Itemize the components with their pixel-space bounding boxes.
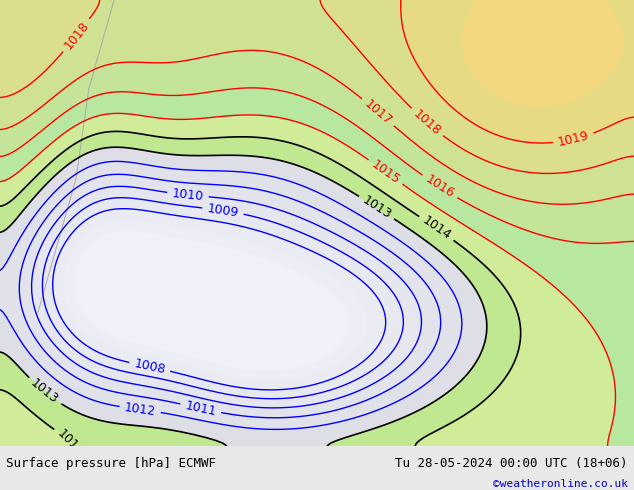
Text: 1016: 1016: [423, 173, 456, 201]
Text: 1012: 1012: [124, 401, 157, 418]
Text: 1018: 1018: [61, 19, 91, 52]
Text: 1018: 1018: [411, 107, 443, 138]
Text: 1010: 1010: [172, 187, 204, 203]
Text: 1014: 1014: [420, 214, 453, 243]
Text: 1008: 1008: [133, 357, 167, 376]
Text: 1017: 1017: [361, 97, 394, 127]
Text: 1019: 1019: [557, 129, 590, 149]
Text: 1014: 1014: [55, 427, 86, 459]
Text: 1013: 1013: [29, 377, 61, 407]
Polygon shape: [0, 0, 634, 446]
Text: Tu 28-05-2024 00:00 UTC (18+06): Tu 28-05-2024 00:00 UTC (18+06): [395, 457, 628, 469]
Text: 1009: 1009: [206, 202, 240, 220]
Text: 1015: 1015: [369, 157, 402, 187]
Text: 1013: 1013: [360, 194, 394, 221]
Text: ©weatheronline.co.uk: ©weatheronline.co.uk: [493, 479, 628, 489]
Text: 1011: 1011: [184, 399, 217, 418]
Text: Surface pressure [hPa] ECMWF: Surface pressure [hPa] ECMWF: [6, 457, 216, 469]
